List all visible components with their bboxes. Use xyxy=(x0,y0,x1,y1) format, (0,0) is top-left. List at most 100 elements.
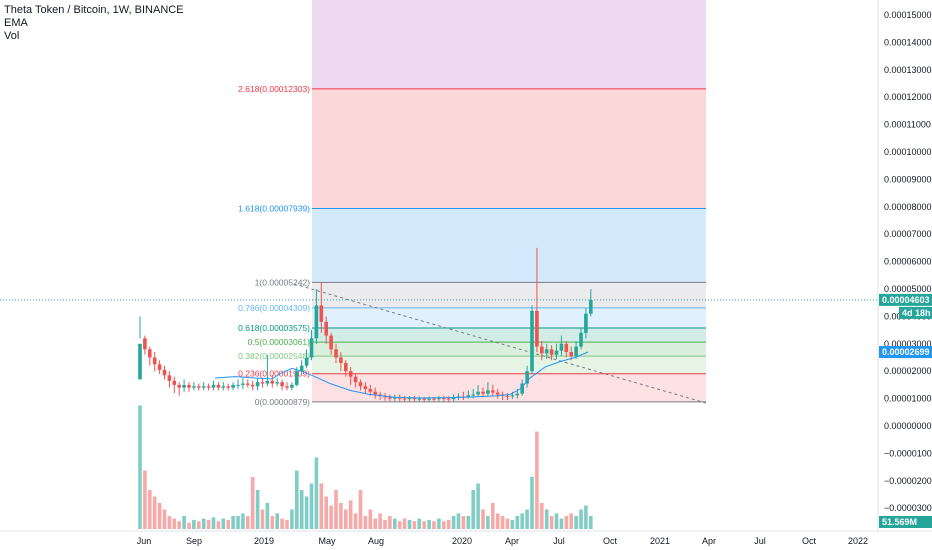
candle-body[interactable] xyxy=(177,384,181,388)
candle-body[interactable] xyxy=(344,362,348,372)
candle-body[interactable] xyxy=(417,398,422,400)
candle-body[interactable] xyxy=(486,390,490,394)
candle-body[interactable] xyxy=(246,383,250,385)
candle-body[interactable] xyxy=(422,398,426,400)
candle-body[interactable] xyxy=(510,395,515,397)
candle-body[interactable] xyxy=(407,398,412,400)
candle-body[interactable] xyxy=(324,321,328,336)
candle-body[interactable] xyxy=(167,375,172,381)
legend-ema: EMA xyxy=(4,17,28,29)
volume-bar xyxy=(304,496,309,529)
candle-body[interactable] xyxy=(476,391,480,395)
candle-body[interactable] xyxy=(285,386,289,388)
candle-body[interactable] xyxy=(589,299,593,314)
candle-body[interactable] xyxy=(446,398,451,400)
candle-body[interactable] xyxy=(162,369,167,376)
candle-body[interactable] xyxy=(197,386,201,388)
candle-body[interactable] xyxy=(260,382,265,384)
candle-body[interactable] xyxy=(559,343,564,351)
candle-body[interactable] xyxy=(231,384,235,388)
candle-body[interactable] xyxy=(535,310,539,347)
candle-body[interactable] xyxy=(471,394,475,396)
candle-body[interactable] xyxy=(569,352,573,357)
candle-body[interactable] xyxy=(363,386,368,390)
candle-body[interactable] xyxy=(187,384,191,388)
candle-body[interactable] xyxy=(143,338,147,350)
candle-body[interactable] xyxy=(275,382,279,384)
candle-body[interactable] xyxy=(427,398,431,400)
candle-body[interactable] xyxy=(334,349,338,358)
candle-body[interactable] xyxy=(393,397,397,399)
candle-body[interactable] xyxy=(295,371,299,385)
candle-body[interactable] xyxy=(280,382,284,387)
candle-body[interactable] xyxy=(221,386,226,388)
candle-body[interactable] xyxy=(319,305,324,322)
candle-body[interactable] xyxy=(182,384,186,388)
candle-body[interactable] xyxy=(525,371,529,384)
candle-body[interactable] xyxy=(491,390,495,393)
candle-body[interactable] xyxy=(505,395,510,397)
candle-body[interactable] xyxy=(309,338,314,358)
candle-body[interactable] xyxy=(579,332,583,347)
candle-body[interactable] xyxy=(466,395,471,398)
candle-body[interactable] xyxy=(304,357,309,366)
volume-bar xyxy=(515,516,520,529)
candle-body[interactable] xyxy=(397,397,402,399)
candle-body[interactable] xyxy=(348,371,353,377)
legend-vol: Vol xyxy=(4,30,20,42)
volume-bar xyxy=(319,483,324,529)
candle-body[interactable] xyxy=(520,383,524,394)
candle-body[interactable] xyxy=(138,343,142,380)
candle-body[interactable] xyxy=(265,380,270,384)
candle-body[interactable] xyxy=(206,386,211,388)
candle-body[interactable] xyxy=(211,384,216,388)
candle-body[interactable] xyxy=(432,398,436,400)
time-tick-label: 2021 xyxy=(650,536,670,546)
candle-body[interactable] xyxy=(544,349,549,354)
candle-body[interactable] xyxy=(270,380,275,384)
candle-body[interactable] xyxy=(157,364,162,370)
candle-body[interactable] xyxy=(236,384,240,386)
candle-body[interactable] xyxy=(339,357,343,363)
candle-body[interactable] xyxy=(368,389,373,392)
volume-bar xyxy=(324,496,328,529)
candle-body[interactable] xyxy=(388,397,392,399)
candle-body[interactable] xyxy=(148,349,152,358)
candle-body[interactable] xyxy=(329,335,333,350)
price-tick-label: 0.00000000 xyxy=(884,421,932,431)
candle-body[interactable] xyxy=(299,365,304,372)
candle-body[interactable] xyxy=(495,392,500,395)
candle-body[interactable] xyxy=(241,383,245,385)
candle-body[interactable] xyxy=(584,313,588,333)
candle-body[interactable] xyxy=(442,398,446,400)
candle-body[interactable] xyxy=(402,398,407,400)
candle-body[interactable] xyxy=(358,382,363,387)
candle-body[interactable] xyxy=(451,397,456,400)
candle-body[interactable] xyxy=(540,346,544,354)
candle-body[interactable] xyxy=(152,357,157,365)
candle-body[interactable] xyxy=(250,384,255,387)
candle-body[interactable] xyxy=(226,386,230,388)
candle-body[interactable] xyxy=(216,384,221,388)
candle-body[interactable] xyxy=(353,376,358,383)
candle-body[interactable] xyxy=(192,386,196,388)
candle-body[interactable] xyxy=(549,349,554,355)
candle-body[interactable] xyxy=(481,391,485,394)
candle-body[interactable] xyxy=(255,382,260,387)
price-tick-label: 0.00013000 xyxy=(884,65,932,75)
candle-body[interactable] xyxy=(373,391,377,395)
ema-line[interactable] xyxy=(214,351,589,399)
volume-bar xyxy=(290,509,294,529)
candle-body[interactable] xyxy=(515,393,520,396)
candle-body[interactable] xyxy=(412,398,417,400)
candle-body[interactable] xyxy=(437,398,441,400)
candle-body[interactable] xyxy=(172,380,177,385)
candle-body[interactable] xyxy=(314,305,319,339)
candle-body[interactable] xyxy=(574,346,578,357)
candle-body[interactable] xyxy=(554,350,559,355)
candle-body[interactable] xyxy=(530,310,534,372)
candle-body[interactable] xyxy=(564,343,569,353)
candle-body[interactable] xyxy=(201,386,206,388)
candle-body[interactable] xyxy=(290,384,294,388)
